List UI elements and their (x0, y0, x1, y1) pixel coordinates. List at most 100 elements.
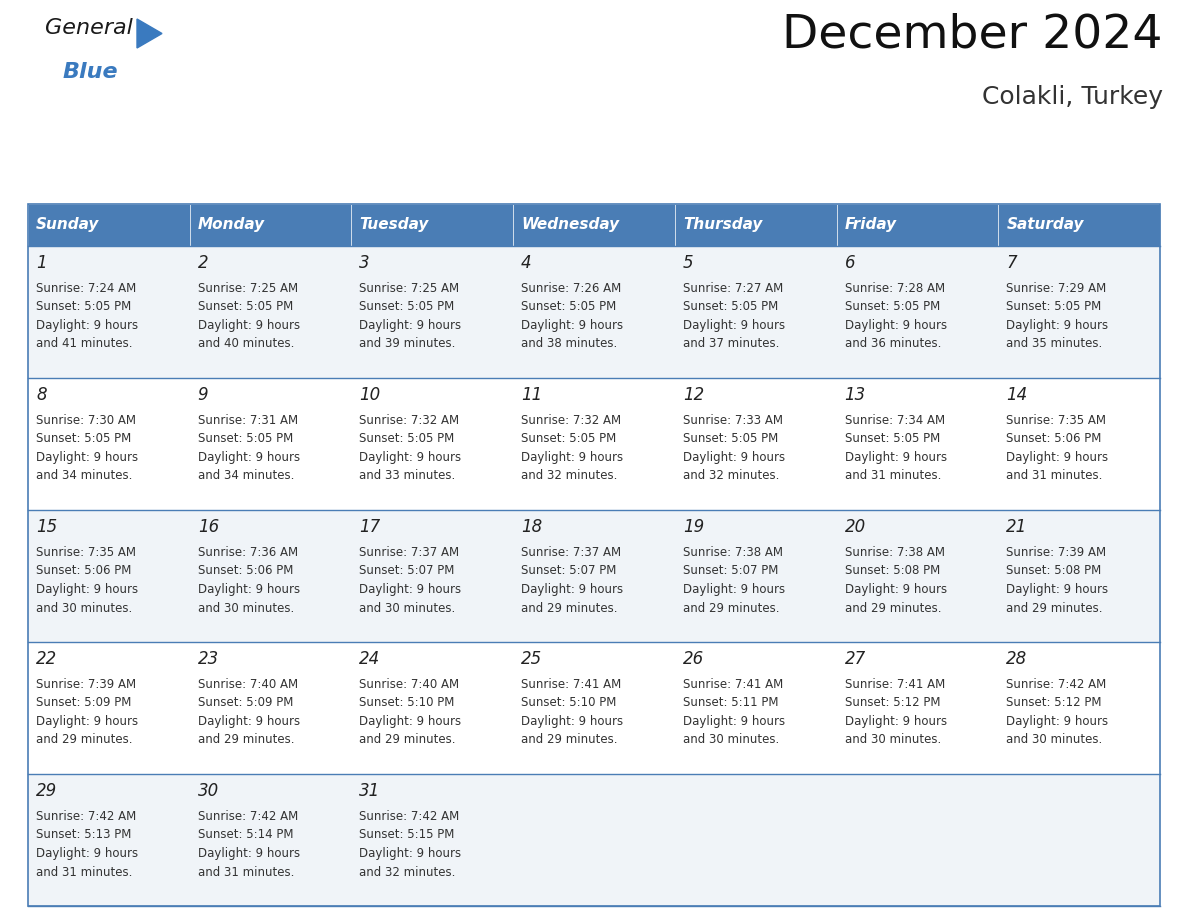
Text: Sunset: 5:05 PM: Sunset: 5:05 PM (522, 432, 617, 445)
Bar (998, 510, 1159, 642)
Text: Sunset: 5:05 PM: Sunset: 5:05 PM (845, 300, 940, 314)
Bar (190, 510, 352, 642)
Text: Monday: Monday (197, 218, 265, 232)
Text: Daylight: 9 hours: Daylight: 9 hours (522, 715, 624, 728)
Bar (352, 204, 513, 246)
Text: Daylight: 9 hours: Daylight: 9 hours (360, 583, 462, 596)
Text: 1: 1 (36, 254, 46, 272)
Bar (352, 378, 513, 510)
Text: Sunrise: 7:33 AM: Sunrise: 7:33 AM (683, 414, 783, 427)
Text: 9: 9 (197, 386, 208, 404)
Text: 25: 25 (522, 650, 543, 668)
Bar (190, 378, 352, 510)
Text: Daylight: 9 hours: Daylight: 9 hours (683, 715, 785, 728)
Text: Daylight: 9 hours: Daylight: 9 hours (683, 451, 785, 464)
Text: Saturday: Saturday (1006, 218, 1083, 232)
Text: and 29 minutes.: and 29 minutes. (522, 601, 618, 614)
Bar (675, 774, 836, 906)
Text: Sunset: 5:07 PM: Sunset: 5:07 PM (522, 565, 617, 577)
Bar (513, 510, 675, 642)
Text: and 29 minutes.: and 29 minutes. (683, 601, 779, 614)
Bar (190, 642, 352, 774)
Text: Daylight: 9 hours: Daylight: 9 hours (845, 583, 947, 596)
Text: and 41 minutes.: and 41 minutes. (36, 338, 133, 351)
Text: Sunrise: 7:35 AM: Sunrise: 7:35 AM (36, 546, 135, 559)
Text: and 31 minutes.: and 31 minutes. (36, 866, 132, 879)
Text: Sunset: 5:06 PM: Sunset: 5:06 PM (197, 565, 293, 577)
Text: Daylight: 9 hours: Daylight: 9 hours (1006, 715, 1108, 728)
Text: Sunrise: 7:42 AM: Sunrise: 7:42 AM (360, 810, 460, 823)
Text: Sunrise: 7:40 AM: Sunrise: 7:40 AM (360, 678, 460, 691)
Text: Colakli, Turkey: Colakli, Turkey (982, 85, 1163, 109)
Bar (352, 642, 513, 774)
Text: Sunset: 5:14 PM: Sunset: 5:14 PM (197, 829, 293, 842)
Text: 7: 7 (1006, 254, 1017, 272)
Text: and 34 minutes.: and 34 minutes. (36, 469, 132, 483)
Text: and 36 minutes.: and 36 minutes. (845, 338, 941, 351)
Text: Sunrise: 7:41 AM: Sunrise: 7:41 AM (522, 678, 621, 691)
Text: and 29 minutes.: and 29 minutes. (360, 733, 456, 746)
Bar (190, 774, 352, 906)
Text: Daylight: 9 hours: Daylight: 9 hours (360, 847, 462, 860)
Text: Sunrise: 7:31 AM: Sunrise: 7:31 AM (197, 414, 298, 427)
Bar (998, 246, 1159, 378)
Text: Sunrise: 7:25 AM: Sunrise: 7:25 AM (197, 282, 298, 295)
Bar (513, 246, 675, 378)
Text: Thursday: Thursday (683, 218, 763, 232)
Text: 31: 31 (360, 782, 380, 800)
Text: Daylight: 9 hours: Daylight: 9 hours (683, 583, 785, 596)
Text: Sunrise: 7:24 AM: Sunrise: 7:24 AM (36, 282, 137, 295)
Text: Sunset: 5:06 PM: Sunset: 5:06 PM (36, 565, 132, 577)
Text: Daylight: 9 hours: Daylight: 9 hours (522, 451, 624, 464)
Text: Daylight: 9 hours: Daylight: 9 hours (36, 715, 138, 728)
Bar (998, 378, 1159, 510)
Bar (29, 246, 190, 378)
Text: Sunrise: 7:32 AM: Sunrise: 7:32 AM (360, 414, 460, 427)
Text: Daylight: 9 hours: Daylight: 9 hours (36, 319, 138, 332)
Text: and 31 minutes.: and 31 minutes. (845, 469, 941, 483)
Bar (836, 378, 998, 510)
Polygon shape (137, 19, 162, 48)
Text: Daylight: 9 hours: Daylight: 9 hours (197, 847, 299, 860)
Text: and 34 minutes.: and 34 minutes. (197, 469, 295, 483)
Text: Daylight: 9 hours: Daylight: 9 hours (36, 583, 138, 596)
Text: Daylight: 9 hours: Daylight: 9 hours (197, 451, 299, 464)
Text: and 31 minutes.: and 31 minutes. (197, 866, 295, 879)
Text: and 40 minutes.: and 40 minutes. (197, 338, 295, 351)
Text: Daylight: 9 hours: Daylight: 9 hours (36, 451, 138, 464)
Bar (836, 204, 998, 246)
Bar (836, 642, 998, 774)
Text: December 2024: December 2024 (783, 12, 1163, 57)
Text: Sunset: 5:05 PM: Sunset: 5:05 PM (845, 432, 940, 445)
Text: Sunrise: 7:29 AM: Sunrise: 7:29 AM (1006, 282, 1106, 295)
Bar (352, 510, 513, 642)
Text: Sunrise: 7:37 AM: Sunrise: 7:37 AM (522, 546, 621, 559)
Bar (190, 246, 352, 378)
Text: and 30 minutes.: and 30 minutes. (683, 733, 779, 746)
Text: Sunset: 5:08 PM: Sunset: 5:08 PM (1006, 565, 1101, 577)
Bar (29, 510, 190, 642)
Text: Daylight: 9 hours: Daylight: 9 hours (683, 319, 785, 332)
Bar (513, 204, 675, 246)
Bar (29, 378, 190, 510)
Text: and 30 minutes.: and 30 minutes. (197, 601, 293, 614)
Text: 28: 28 (1006, 650, 1028, 668)
Text: Sunrise: 7:27 AM: Sunrise: 7:27 AM (683, 282, 783, 295)
Text: Daylight: 9 hours: Daylight: 9 hours (197, 715, 299, 728)
Text: 10: 10 (360, 386, 380, 404)
Text: Daylight: 9 hours: Daylight: 9 hours (522, 319, 624, 332)
Text: Sunrise: 7:42 AM: Sunrise: 7:42 AM (1006, 678, 1106, 691)
Text: Daylight: 9 hours: Daylight: 9 hours (197, 319, 299, 332)
Text: Sunrise: 7:41 AM: Sunrise: 7:41 AM (683, 678, 783, 691)
Text: and 29 minutes.: and 29 minutes. (197, 733, 295, 746)
Text: 23: 23 (197, 650, 219, 668)
Text: and 32 minutes.: and 32 minutes. (683, 469, 779, 483)
Text: Sunset: 5:10 PM: Sunset: 5:10 PM (360, 697, 455, 710)
Text: 14: 14 (1006, 386, 1028, 404)
Text: Daylight: 9 hours: Daylight: 9 hours (1006, 451, 1108, 464)
Text: 18: 18 (522, 518, 543, 536)
Text: and 30 minutes.: and 30 minutes. (1006, 733, 1102, 746)
Text: Sunrise: 7:38 AM: Sunrise: 7:38 AM (683, 546, 783, 559)
Text: Sunrise: 7:36 AM: Sunrise: 7:36 AM (197, 546, 298, 559)
Text: and 30 minutes.: and 30 minutes. (360, 601, 456, 614)
